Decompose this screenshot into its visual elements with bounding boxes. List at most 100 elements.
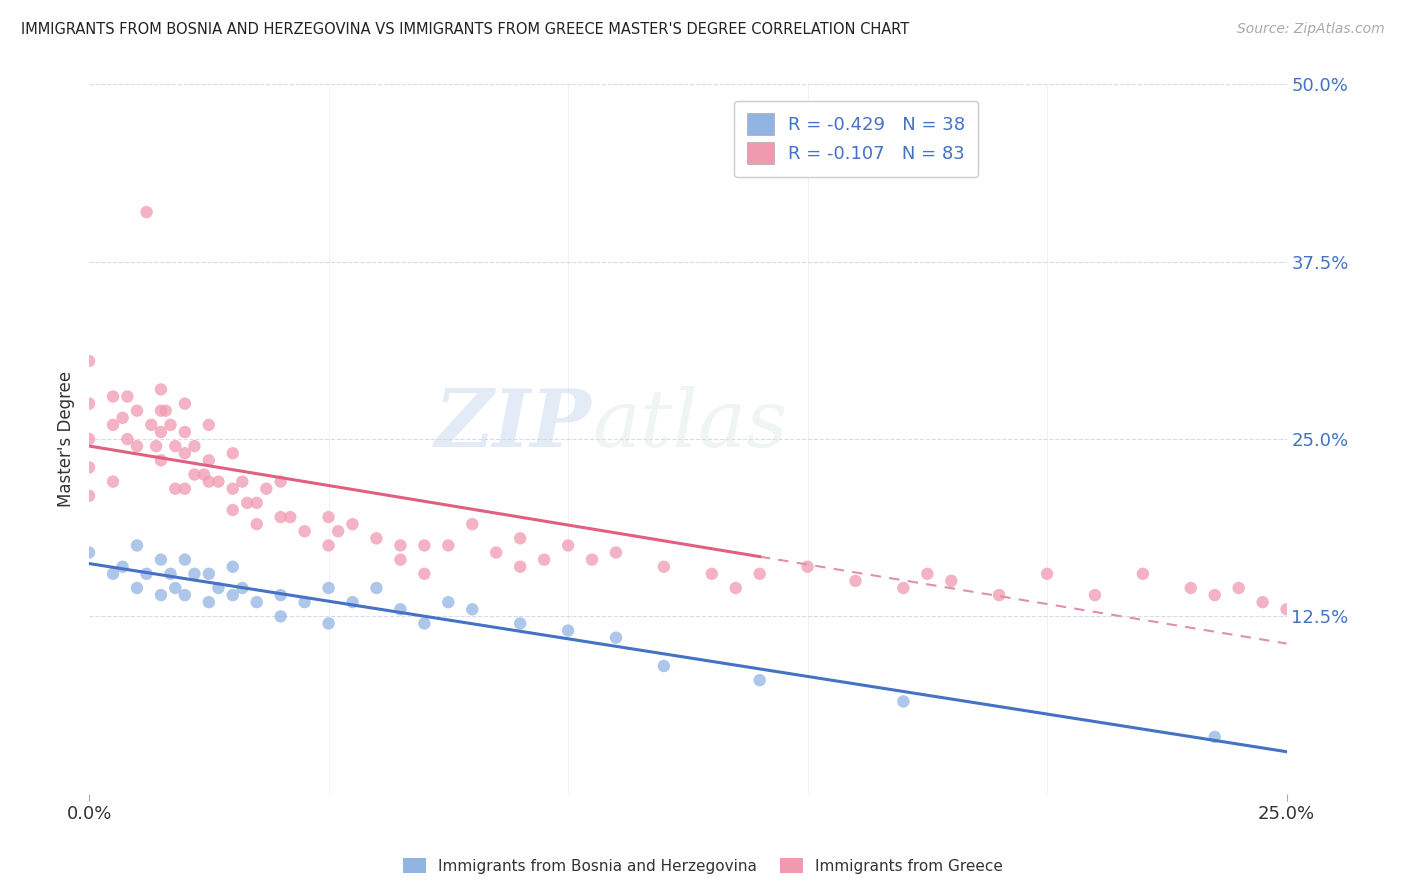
Point: [101, 566, 124, 581]
Point: [389, 552, 412, 566]
Point: [173, 588, 195, 602]
Point: [533, 552, 555, 566]
Point: [165, 482, 187, 496]
Point: [207, 581, 229, 595]
Point: [941, 574, 963, 588]
Point: [509, 559, 531, 574]
Point: [342, 595, 364, 609]
Point: [198, 475, 221, 489]
Point: [117, 390, 139, 404]
Point: [101, 390, 124, 404]
Point: [342, 517, 364, 532]
Point: [294, 595, 316, 609]
Point: [318, 510, 340, 524]
Point: [236, 496, 259, 510]
Point: [270, 588, 292, 602]
Point: [748, 673, 770, 688]
Point: [389, 602, 412, 616]
Point: [173, 482, 195, 496]
Point: [149, 552, 172, 566]
Point: [135, 566, 157, 581]
Text: atlas: atlas: [592, 386, 787, 464]
Point: [278, 510, 301, 524]
Point: [581, 552, 603, 566]
Point: [461, 517, 484, 532]
Point: [557, 538, 579, 552]
Point: [437, 538, 460, 552]
Point: [509, 616, 531, 631]
Point: [294, 524, 316, 539]
Point: [207, 475, 229, 489]
Point: [844, 574, 866, 588]
Point: [198, 595, 221, 609]
Point: [165, 439, 187, 453]
Point: [159, 566, 181, 581]
Point: [222, 588, 245, 602]
Point: [183, 467, 205, 482]
Point: [165, 581, 187, 595]
Point: [173, 425, 195, 439]
Point: [605, 631, 627, 645]
Point: [111, 410, 134, 425]
Point: [77, 396, 100, 410]
Point: [149, 588, 172, 602]
Point: [198, 453, 221, 467]
Point: [246, 496, 269, 510]
Point: [748, 566, 770, 581]
Point: [222, 559, 245, 574]
Point: [1275, 602, 1298, 616]
Point: [141, 417, 163, 432]
Point: [77, 432, 100, 446]
Point: [149, 383, 172, 397]
Point: [193, 467, 215, 482]
Point: [270, 475, 292, 489]
Point: [149, 453, 172, 467]
Point: [198, 566, 221, 581]
Point: [125, 403, 148, 417]
Text: Source: ZipAtlas.com: Source: ZipAtlas.com: [1237, 22, 1385, 37]
Point: [1036, 566, 1059, 581]
Point: [222, 446, 245, 460]
Point: [183, 439, 205, 453]
Point: [155, 403, 177, 417]
Point: [149, 403, 172, 417]
Point: [485, 545, 508, 559]
Text: IMMIGRANTS FROM BOSNIA AND HERZEGOVINA VS IMMIGRANTS FROM GREECE MASTER'S DEGREE: IMMIGRANTS FROM BOSNIA AND HERZEGOVINA V…: [21, 22, 910, 37]
Point: [413, 616, 436, 631]
Point: [893, 694, 915, 708]
Point: [125, 581, 148, 595]
Point: [893, 581, 915, 595]
Point: [183, 566, 205, 581]
Point: [198, 417, 221, 432]
Point: [413, 566, 436, 581]
Point: [173, 396, 195, 410]
Y-axis label: Master's Degree: Master's Degree: [58, 371, 75, 508]
Legend: R = -0.429   N = 38, R = -0.107   N = 83: R = -0.429 N = 38, R = -0.107 N = 83: [734, 101, 979, 178]
Point: [366, 581, 388, 595]
Point: [366, 532, 388, 546]
Point: [101, 417, 124, 432]
Point: [1132, 566, 1154, 581]
Point: [77, 545, 100, 559]
Point: [173, 552, 195, 566]
Point: [231, 581, 253, 595]
Point: [437, 595, 460, 609]
Point: [159, 417, 181, 432]
Point: [222, 482, 245, 496]
Point: [246, 517, 269, 532]
Point: [270, 609, 292, 624]
Legend: Immigrants from Bosnia and Herzegovina, Immigrants from Greece: Immigrants from Bosnia and Herzegovina, …: [396, 852, 1010, 880]
Point: [557, 624, 579, 638]
Point: [77, 489, 100, 503]
Point: [413, 538, 436, 552]
Point: [796, 559, 818, 574]
Point: [77, 460, 100, 475]
Point: [328, 524, 350, 539]
Point: [700, 566, 723, 581]
Point: [270, 510, 292, 524]
Point: [1180, 581, 1202, 595]
Point: [145, 439, 167, 453]
Point: [222, 503, 245, 517]
Point: [1204, 730, 1226, 744]
Point: [389, 538, 412, 552]
